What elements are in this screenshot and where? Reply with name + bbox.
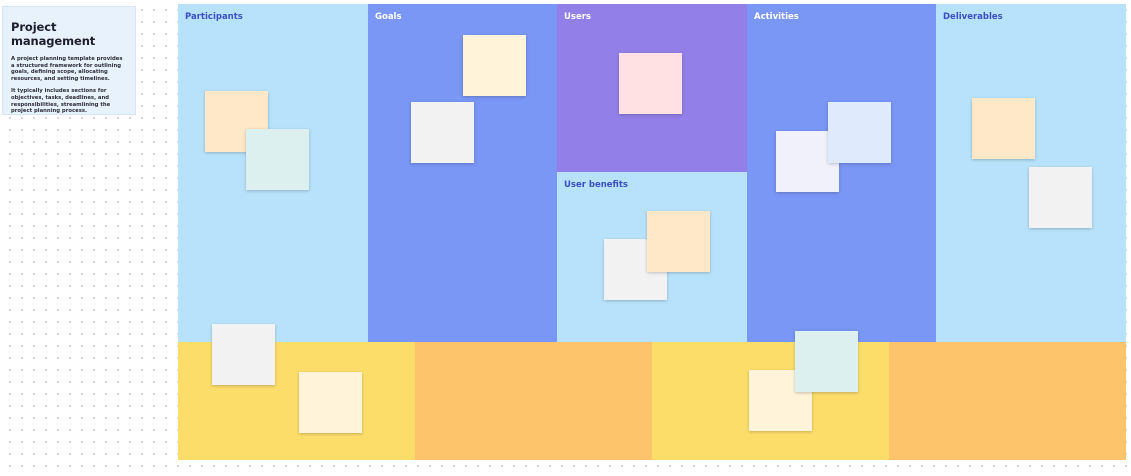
sticky-note[interactable] [795, 331, 858, 392]
template-description-card[interactable]: Project management A project planning te… [2, 6, 136, 115]
template-description-paragraph-2: It typically includes sections for objec… [11, 88, 111, 115]
sticky-note[interactable] [828, 102, 891, 163]
sticky-note[interactable] [1029, 167, 1092, 228]
sticky-note[interactable] [463, 35, 526, 96]
template-title: Project management [11, 20, 96, 48]
sticky-note[interactable] [212, 324, 275, 385]
sticky-note[interactable] [647, 211, 710, 272]
bottom-band-4[interactable] [889, 342, 1126, 460]
bottom-band-2[interactable] [415, 342, 652, 460]
users-label: Users [564, 12, 591, 22]
user-benefits-label: User benefits [564, 180, 628, 190]
sticky-note[interactable] [619, 53, 682, 114]
project-board: Participants Goals Users User benefits A… [178, 4, 1126, 460]
participants-label: Participants [185, 12, 243, 22]
activities-label: Activities [754, 12, 799, 22]
sticky-note[interactable] [299, 372, 362, 433]
sticky-note[interactable] [411, 102, 474, 163]
sticky-note[interactable] [972, 98, 1035, 159]
template-description-paragraph-1: A project planning template provides a s… [11, 56, 123, 82]
sticky-note[interactable] [246, 129, 309, 190]
deliverables-label: Deliverables [943, 12, 1003, 22]
goals-label: Goals [375, 12, 402, 22]
